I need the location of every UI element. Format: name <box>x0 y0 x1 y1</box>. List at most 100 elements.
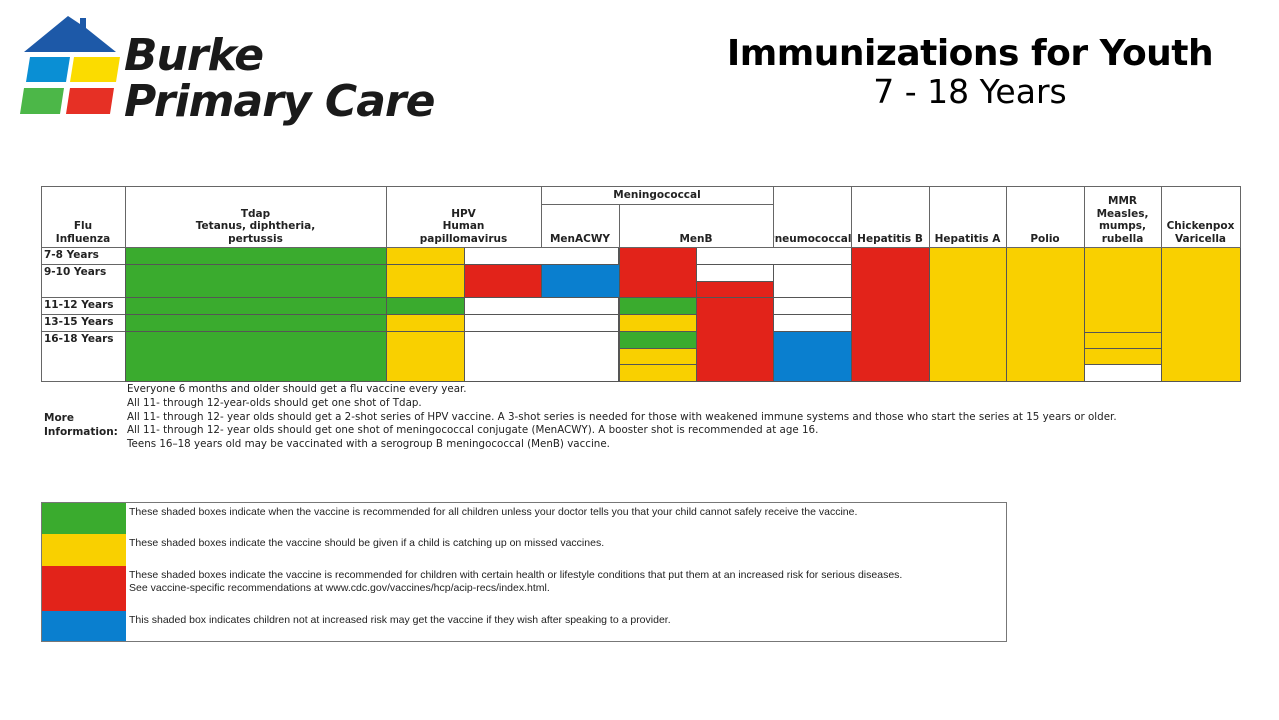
cell-hpv-7-8 <box>386 247 465 265</box>
cell-mmr-16-c <box>1084 364 1162 382</box>
cell-tdap-9-10 <box>125 264 387 298</box>
more-info-line-menb: Teens 16–18 years old may be vaccinated … <box>127 438 610 451</box>
cell-menb-b-11-18 <box>696 297 774 382</box>
house-logo-icon <box>20 16 120 114</box>
cell-menb-a-13-15 <box>619 314 697 332</box>
legend-item-yellow: These shaded boxes indicate the vaccine … <box>42 534 1006 566</box>
brand-name-line2: Primary Care <box>124 76 435 127</box>
column-header-tdap: Tdap Tetanus, diphtheria, pertussis <box>195 207 316 245</box>
more-info-text: Everyone 6 months and older should get a… <box>127 383 1117 452</box>
col-divider <box>541 186 542 247</box>
row-label-7-8: 7-8 Years <box>44 249 99 261</box>
color-legend: These shaded boxes indicate when the vac… <box>41 502 1007 642</box>
legend-item-blue: This shaded box indicates children not a… <box>42 611 1006 641</box>
cell-pneumococcal-11-12 <box>773 297 852 315</box>
legend-text-green: These shaded boxes indicate when the vac… <box>129 506 858 518</box>
cell-menb-b-9-10-top <box>696 264 774 282</box>
pneumococcal-label: Pneumococcal <box>773 232 851 245</box>
column-header-hepatitis-a: Hepatitis A <box>934 232 1001 245</box>
col-divider <box>619 204 620 247</box>
row-divider <box>41 331 125 332</box>
cell-hpv2-13-15 <box>464 314 619 332</box>
col-divider <box>386 186 387 247</box>
column-header-menacwy: MenACWY <box>549 232 611 245</box>
page-title: Immunizations for Youth 7 - 18 Years <box>700 34 1240 110</box>
cell-hpv-9-10 <box>386 264 465 298</box>
cell-pneumococcal-13-15 <box>773 314 852 332</box>
column-header-pneumococcal: Pneumococcal <box>773 186 851 247</box>
legend-item-green: These shaded boxes indicate when the vac… <box>42 503 1006 534</box>
row-divider <box>41 264 125 265</box>
brand-logo: Burke Primary Care <box>8 12 448 132</box>
cell-varicella-all <box>1161 247 1241 382</box>
legend-text-yellow: These shaded boxes indicate the vaccine … <box>129 537 605 549</box>
column-header-polio: Polio <box>1030 232 1060 245</box>
col-divider <box>1006 186 1007 247</box>
title-main: Immunizations for Youth <box>726 33 1214 74</box>
cell-menacwy-9-10 <box>541 264 620 298</box>
cell-hpv2-11-12 <box>464 297 619 315</box>
cell-menb-a-7-10 <box>619 247 697 298</box>
column-header-mmr: MMR Measles, mumps, rubella <box>1096 195 1149 245</box>
cell-hpv2-7-8 <box>464 247 619 265</box>
cell-menb-a-16-c <box>619 364 697 382</box>
cell-menb-a-16-b <box>619 348 697 365</box>
cell-mmr-16-b <box>1084 348 1162 365</box>
legend-swatch-green <box>42 503 126 534</box>
row-divider <box>41 297 125 298</box>
row-label-16-18: 16-18 Years <box>44 333 114 345</box>
cell-polio-all <box>1006 247 1085 382</box>
legend-item-red: These shaded boxes indicate the vaccine … <box>42 566 1006 611</box>
more-info-label: More Information: <box>44 412 118 438</box>
group-header-divider <box>541 204 773 205</box>
more-info-line-tdap: All 11- through 12-year-olds should get … <box>127 396 422 409</box>
more-info-line-menacwy: All 11- through 12- year olds should get… <box>127 424 819 437</box>
col-divider <box>1161 186 1162 247</box>
col-divider <box>125 186 126 247</box>
cell-mmr-7-15 <box>1084 247 1162 333</box>
row-label-11-12: 11-12 Years <box>44 299 114 311</box>
legend-swatch-blue <box>42 611 126 641</box>
row-label-9-10: 9-10 Years <box>44 266 107 278</box>
col-divider <box>773 186 774 247</box>
row-divider <box>41 314 125 315</box>
cell-hpv-11-12 <box>386 297 465 315</box>
more-info-line-hpv: All 11- through 12- year olds should get… <box>127 410 1117 423</box>
legend-swatch-red <box>42 566 126 611</box>
row-label-13-15: 13-15 Years <box>44 316 114 328</box>
cell-tdap-7-8 <box>125 247 387 265</box>
cell-menb-b-9-10-bottom <box>696 281 774 298</box>
more-info-line-flu: Everyone 6 months and older should get a… <box>127 383 467 395</box>
cell-hpv2-9-10 <box>464 264 542 298</box>
cell-hpv-16-18 <box>386 331 465 382</box>
cell-tdap-11-12 <box>125 297 387 315</box>
col-divider <box>929 186 930 247</box>
title-sub: 7 - 18 Years <box>873 72 1067 111</box>
legend-text-red: These shaded boxes indicate the vaccine … <box>129 569 903 594</box>
cell-tdap-16-18 <box>125 331 387 382</box>
col-divider <box>851 186 852 247</box>
column-header-hpv: HPV Human papillomavirus <box>419 207 508 245</box>
col-divider <box>1084 186 1085 247</box>
cell-hepatitis-b-all <box>851 247 930 382</box>
cell-mmr-16-a <box>1084 332 1162 349</box>
cell-tdap-13-15 <box>125 314 387 332</box>
column-header-flu: Flu Influenza <box>55 220 111 245</box>
column-header-hepatitis-b: Hepatitis B <box>857 232 923 245</box>
legend-text-blue: This shaded box indicates children not a… <box>129 614 671 626</box>
column-header-varicella: Chickenpox Varicella <box>1166 220 1235 245</box>
cell-menb-a-16-a <box>619 331 697 349</box>
cell-menb-b-7-8 <box>696 247 852 265</box>
header-divider <box>41 247 1241 248</box>
column-group-header-meningococcal: Meningococcal <box>613 188 701 201</box>
cell-menb-a-11-12 <box>619 297 697 315</box>
legend-swatch-yellow <box>42 534 126 566</box>
cell-hpv2-16-18 <box>464 331 619 382</box>
cell-hpv-13-15 <box>386 314 465 332</box>
cell-hepatitis-a-all <box>929 247 1007 382</box>
column-header-menb: MenB <box>679 232 713 245</box>
brand-name-line1: Burke <box>124 30 264 81</box>
cell-pneumococcal-16-18 <box>773 331 852 382</box>
cell-pneumococcal-9-10 <box>773 264 852 298</box>
